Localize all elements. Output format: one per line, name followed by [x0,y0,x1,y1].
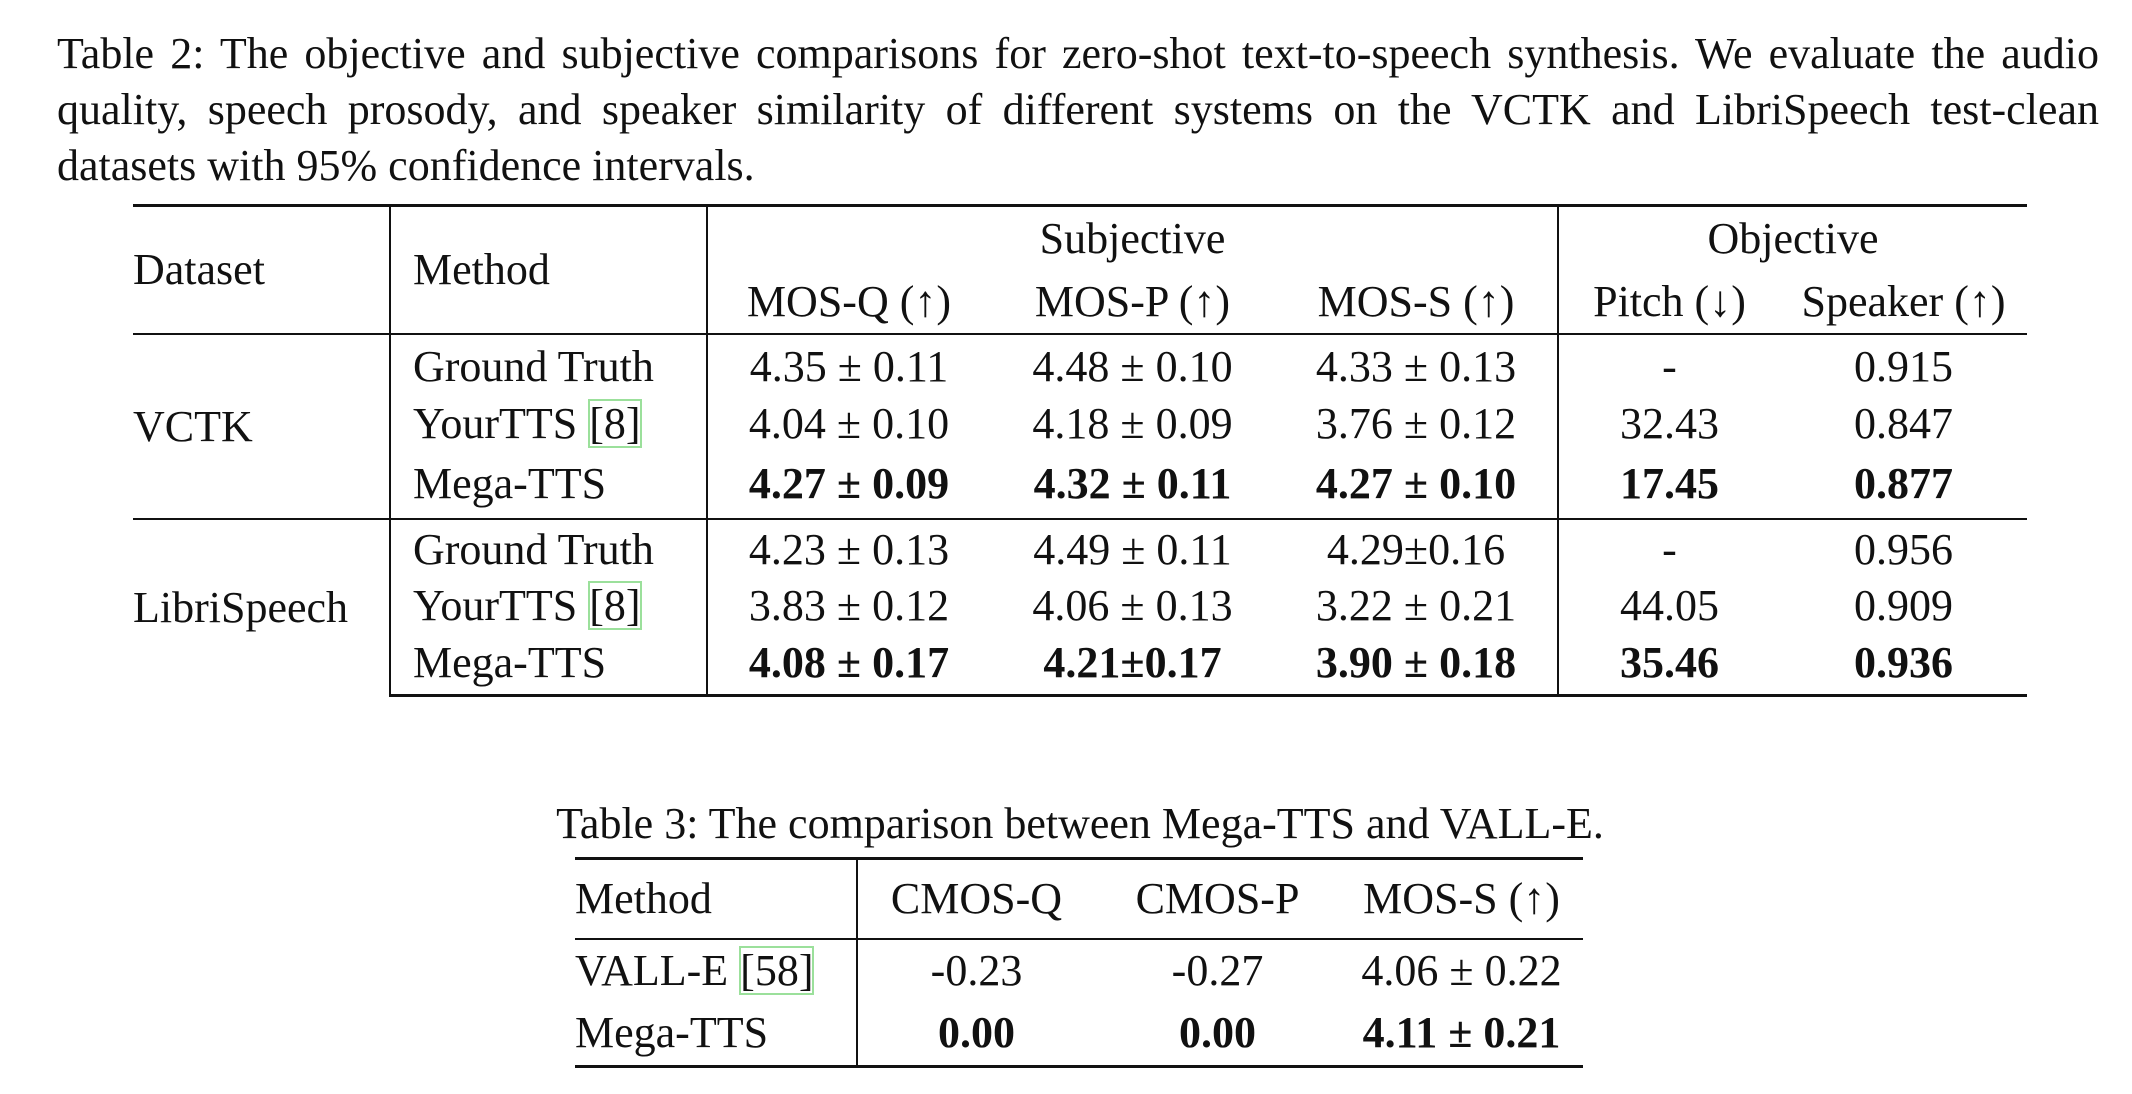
value-cell: 44.05 [1557,579,1780,632]
value-cell: - [1557,517,1780,580]
method-name: Mega-TTS [413,459,607,508]
dataset-cell: LibriSpeech [133,517,390,696]
value-cell: -0.27 [1095,937,1340,1001]
header-cell: Method [389,204,707,334]
value-cell: 3.22 ± 0.21 [1315,581,1517,630]
value-cell: 0.909 [1854,581,1953,630]
method-cell: Ground Truth [389,517,707,580]
citation: [8] [588,399,642,448]
value-cell: 3.90 ± 0.18 [1275,631,1558,697]
method-cell: Mega-TTS [389,449,707,519]
method-name: VALL-E [575,945,729,995]
header-cell: Method [575,857,857,939]
method-cell: YourTTS [8] [389,397,707,450]
table-row: VALL-E [58] -0.23 -0.27 4.06 ± 0.22 [575,937,1583,1001]
value-cell: 4.18 ± 0.09 [1032,399,1233,448]
value-cell: 4.06 ± 0.22 [1340,937,1583,1001]
method-name: YourTTS [413,399,578,448]
value-cell: 0.915 [1780,332,2028,398]
value-cell: 0.877 [1854,459,1953,508]
method-name: Mega-TTS [575,1008,769,1058]
value-cell: 0.00 [1095,1000,1340,1068]
value-cell: 0.847 [1854,399,1953,448]
value-cell: 4.27 ± 0.10 [1315,459,1517,508]
header-cell: MOS-P (↑) [1034,276,1231,326]
header-cell: Pitch (↓) [1557,269,1780,334]
method-cell: Mega-TTS [575,1000,857,1068]
dataset-cell: VCTK [133,332,390,519]
value-cell: 4.08 ± 0.17 [706,631,990,697]
header-cell: MOS-S (↑) [1317,276,1515,326]
value-cell: 4.04 ± 0.10 [706,397,990,450]
header-cell: CMOS-Q [856,857,1095,939]
value-cell: 3.83 ± 0.12 [706,579,990,632]
method-cell: Mega-TTS [389,631,707,697]
value-cell: 35.46 [1557,631,1780,697]
header-group: Subjective [706,204,1558,270]
value-cell: 4.06 ± 0.13 [1032,581,1233,630]
value-cell: 17.45 [1557,449,1780,519]
value-cell: 4.35 ± 0.11 [706,332,990,398]
table-row: Mega-TTS 0.00 0.00 4.11 ± 0.21 [575,1000,1583,1068]
value-cell: 4.48 ± 0.10 [990,332,1275,398]
header-cell: CMOS-P [1095,857,1340,939]
method-name: Ground Truth [413,341,654,391]
method-name: Ground Truth [413,525,654,574]
table-caption: Table 2: The objective and subjective co… [57,29,2099,190]
table-row: VCTK Ground Truth 4.35 ± 0.11 4.48 ± 0.10 4.… [133,332,2028,519]
header-cell: MOS-Q (↑) [706,269,990,334]
value-cell: 4.27 ± 0.09 [706,449,990,519]
value-cell: 0.00 [856,1000,1095,1068]
table-row: Mega-TTS 4.27 ± 0.09 4.32 ± 0.11 4.27 ± 0.1… [133,449,2027,519]
citation: [58] [739,945,815,995]
method-cell: Ground Truth [389,332,707,398]
header-cell: MOS-S (↑) [1340,857,1583,939]
value-cell: 0.936 [1780,631,2028,697]
value-cell: 32.43 [1557,397,1780,450]
value-cell: 3.76 ± 0.12 [1315,399,1517,448]
value-cell: 4.32 ± 0.11 [1033,459,1232,508]
table-row: Mega-TTS 4.08 ± 0.17 4.21±0.17 3.90 ± 0.18 3… [133,631,2028,697]
method-cell: YourTTS [8] [389,579,707,632]
value-cell: 4.11 ± 0.21 [1340,1000,1583,1068]
method-name: Mega-TTS [413,638,607,688]
method-cell: VALL-E [58] [575,937,857,1001]
citation: [8] [588,581,642,630]
table-row: LibriSpeech Ground Truth 4.23 ± 0.13 4.49 ±… [133,517,2028,696]
value-cell: 4.49 ± 0.11 [990,517,1275,580]
comparison-table: Method CMOS-Q CMOS-P MOS-S (↑) VALL-E [58] -0… [575,857,1583,1068]
value-cell: -0.23 [856,937,1095,1001]
value-cell: 4.21±0.17 [990,631,1275,697]
value-cell: 4.33 ± 0.13 [1275,332,1558,398]
value-cell: 4.29±0.16 [1275,517,1558,580]
header-cell: Speaker (↑) [1801,276,2006,326]
header-group: Objective [1556,204,2028,270]
value-cell: - [1557,332,1780,398]
table-caption: Table 3: The comparison between Mega-TTS… [556,799,1604,848]
table-row: YourTTS [8] 4.04 ± 0.10 4.18 ± 0.09 3.76 ± … [133,397,2027,450]
header-cell: Dataset [133,204,390,334]
value-cell: 4.23 ± 0.13 [706,517,990,580]
table-row: YourTTS [8] 3.83 ± 0.12 4.06 ± 0.13 3.22 ± … [133,579,2027,632]
results-table: Dataset Method Subjective Objective MOS-… [133,204,2028,697]
value-cell: 0.956 [1780,517,2028,580]
method-name: YourTTS [413,581,578,630]
